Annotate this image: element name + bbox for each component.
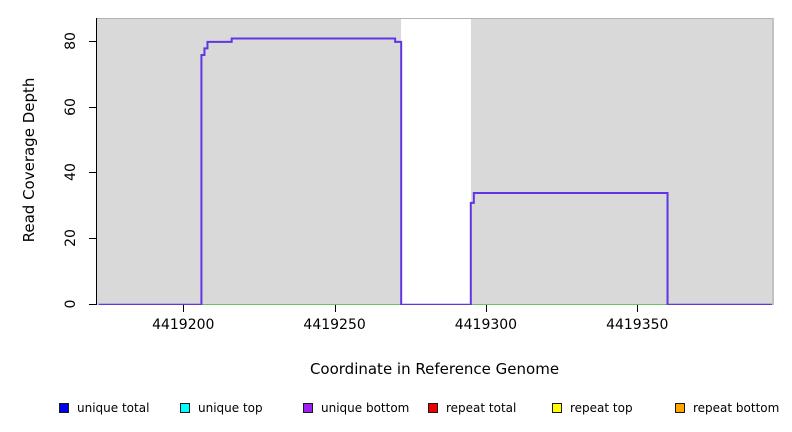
y-tick-label: 40 [63, 163, 79, 182]
legend-label: unique bottom [321, 401, 410, 415]
x-tick-label: 4419300 [454, 317, 518, 333]
coverage-curve-svg [98, 37, 772, 305]
legend-swatch-icon [303, 403, 313, 413]
y-axis-title: Read Coverage Depth [20, 77, 38, 243]
legend-swatch-icon [428, 403, 438, 413]
y-tick-label: 60 [63, 97, 79, 116]
y-tick-label: 80 [63, 31, 79, 50]
coverage-step-curve [98, 37, 772, 305]
legend-label: unique top [198, 401, 263, 415]
x-tick-label: 4419200 [152, 317, 215, 333]
plot-area [97, 18, 774, 305]
zero-coverage-gap-band [401, 19, 471, 305]
x-tick [183, 305, 185, 312]
y-tick-label: 20 [63, 229, 79, 247]
x-axis-title: Coordinate in Reference Genome [309, 360, 560, 378]
y-tick [89, 303, 97, 305]
legend-label: unique total [77, 401, 150, 415]
legend-swatch-icon [552, 403, 562, 413]
legend-label: repeat bottom [693, 401, 780, 415]
x-tick-label: 4419350 [606, 317, 669, 333]
legend-swatch-icon [675, 403, 685, 413]
legend-label: repeat top [570, 401, 633, 415]
legend-swatch-icon [59, 403, 69, 413]
y-tick [89, 172, 97, 174]
y-tick [89, 40, 97, 42]
legend-label: repeat total [446, 401, 517, 415]
x-tick [334, 305, 336, 312]
y-axis-line [96, 18, 97, 305]
x-tick [485, 305, 487, 312]
legend-swatch-icon [180, 403, 190, 413]
y-tick [89, 106, 97, 108]
y-tick-label: 0 [63, 299, 79, 309]
y-tick [89, 238, 97, 240]
x-tick-label: 4419250 [303, 317, 366, 333]
x-tick [637, 305, 639, 312]
